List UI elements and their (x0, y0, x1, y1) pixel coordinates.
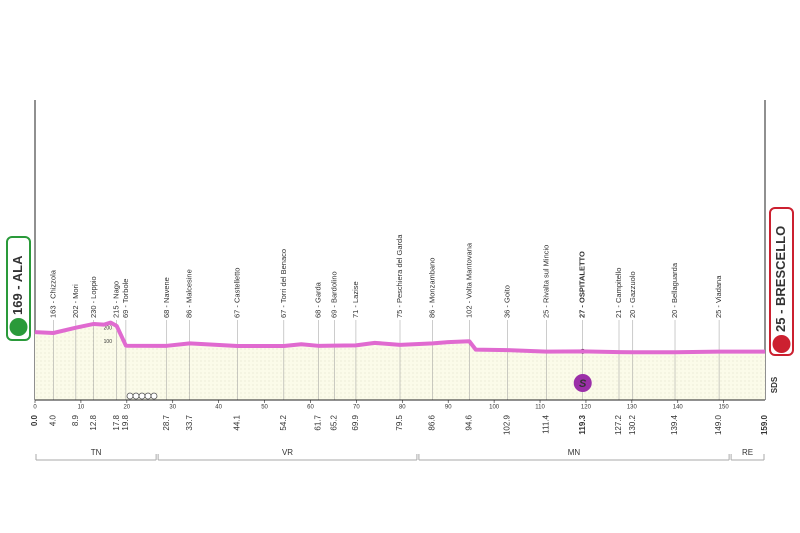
waypoint-km: 79.5 (395, 414, 404, 430)
start-label: 169 - ALA (10, 255, 25, 315)
waypoint-label: 86 - Monzambano (428, 258, 437, 318)
region-label: MN (568, 448, 581, 457)
waypoint-label: 68 - Navene (162, 277, 171, 318)
start-badge (6, 236, 31, 341)
waypoint-label: 67 - Castelletto (232, 268, 241, 318)
x-tick-label: 60 (307, 405, 314, 411)
waypoint-label: 27 - OSPITALETTO (578, 251, 587, 318)
waypoint-label: 25 - Rivalta sul Mincio (541, 245, 550, 318)
waypoint-km: 4.0 (48, 414, 57, 426)
waypoint-km: 17.8 (112, 414, 121, 430)
waypoint-label: 25 - Viadana (714, 275, 723, 318)
waypoint-label: 230 - Loppio (89, 276, 98, 318)
end-km: 159.0 (760, 414, 769, 435)
x-tick-label: 80 (399, 405, 406, 411)
waypoint-km: 127.2 (614, 414, 623, 435)
waypoint-label: 20 - Bellaguarda (670, 262, 679, 318)
finish-icon (772, 335, 791, 353)
tunnel-icon (144, 392, 152, 400)
finish-badge (769, 207, 794, 356)
waypoint-km: 65.2 (329, 414, 338, 430)
waypoint-km: 94.6 (464, 414, 473, 430)
waypoint-label: 86 - Malcesine (185, 269, 194, 318)
finish-label: 25 - BRESCELLO (773, 226, 788, 332)
source-label: SDS (770, 376, 779, 393)
end-km: 0.0 (30, 414, 39, 426)
x-tick-label: 0 (33, 405, 37, 411)
waypoint-km: 19.8 (121, 414, 130, 430)
x-tick-label: 120 (581, 405, 592, 411)
waypoint-label: 68 - Garda (313, 281, 322, 318)
region-label: TN (91, 448, 102, 457)
x-tick-label: 110 (535, 405, 545, 411)
x-tick-label: 40 (215, 405, 222, 411)
waypoint-label: 69 - Bardolino (329, 271, 338, 318)
waypoint-label: 202 - Mori (71, 284, 80, 318)
start-icon (9, 318, 28, 336)
x-tick-label: 50 (261, 405, 268, 411)
waypoint-km: 130.2 (628, 414, 637, 435)
y-tick-label: 100 (104, 339, 113, 345)
x-tick-label: 90 (445, 405, 452, 411)
waypoint-label: 36 - Goito (502, 285, 511, 318)
waypoint-km: 54.2 (279, 414, 288, 430)
waypoint-km: 111.4 (542, 414, 551, 433)
waypoint-label: 69 - Torbole (121, 279, 130, 318)
x-tick-label: 20 (123, 405, 130, 411)
profile-line (34, 320, 765, 355)
y-tick-label: 200 (104, 325, 113, 331)
tunnel-icon (138, 392, 146, 400)
waypoint-km: 61.7 (313, 414, 322, 430)
waypoint-km: 102.9 (503, 414, 512, 435)
waypoint-km: 33.7 (185, 414, 194, 430)
waypoint-label: 75 - Peschiera del Garda (395, 234, 404, 318)
waypoint-km: 8.9 (71, 414, 80, 426)
region-label: VR (282, 448, 293, 457)
x-tick-label: 140 (673, 405, 684, 411)
waypoint-label: 71 - Lazise (351, 281, 360, 318)
x-tick-label: 30 (169, 405, 176, 411)
waypoint-label: 163 - Chizzola (48, 269, 57, 318)
waypoint-label: 215 - Nago (112, 281, 121, 318)
waypoint-km: 69.9 (351, 414, 360, 430)
waypoint-label: 102 - Volta Mantovana (464, 242, 473, 318)
waypoint-label: 67 - Torri del Benaco (279, 249, 288, 318)
sprint-badge (573, 374, 592, 392)
waypoint-km: 86.6 (428, 414, 437, 430)
waypoint-label: 21 - Campitello (614, 268, 623, 318)
region-label: RE (742, 448, 753, 457)
x-tick-label: 150 (719, 405, 730, 411)
tunnel-icon (132, 392, 140, 400)
waypoint-km: 28.7 (162, 414, 171, 430)
x-tick-label: 100 (489, 405, 500, 411)
x-tick-label: 130 (627, 405, 638, 411)
waypoint-km: 44.1 (233, 414, 242, 430)
waypoint-km: 139.4 (670, 414, 679, 435)
waypoint-km: 12.8 (89, 414, 98, 430)
tunnel-icon (126, 392, 134, 400)
sprint-icon: S (579, 378, 587, 390)
x-tick-label: 10 (78, 405, 85, 411)
waypoint-km: 119.3 (578, 414, 587, 434)
waypoint-label: 20 - Gazzuolo (628, 271, 637, 318)
waypoint-km: 149.0 (714, 414, 723, 435)
tunnel-icon (150, 392, 158, 400)
x-tick-label: 70 (353, 405, 360, 411)
